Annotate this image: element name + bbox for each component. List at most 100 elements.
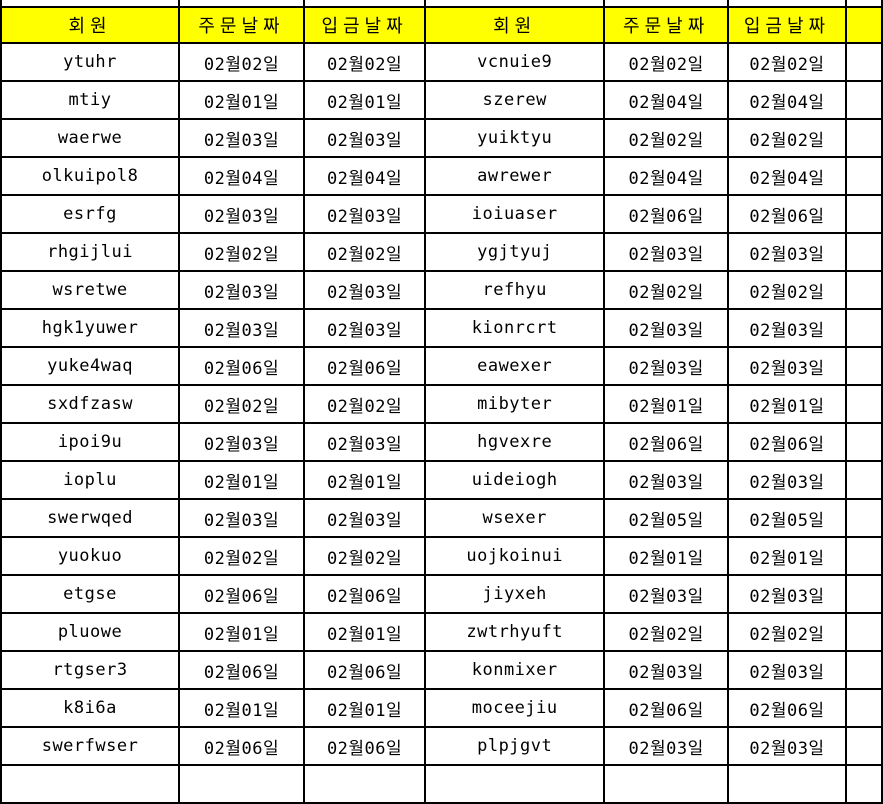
deposit-date-cell[interactable]: 02월06일 [302,726,427,766]
member-cell[interactable]: rtgser3 [0,650,181,690]
member-cell[interactable]: uojkoinui [424,536,606,576]
member-cell[interactable]: swerfwser [0,726,181,766]
member-cell[interactable]: eawexer [424,346,606,386]
deposit-date-cell[interactable]: 02월03일 [727,346,847,386]
order-date-cell[interactable]: 02월02일 [603,42,730,82]
member-cell[interactable]: uideiogh [424,460,606,500]
deposit-date-cell[interactable]: 02월04일 [302,156,427,196]
member-cell[interactable]: waerwe [0,118,181,158]
member-cell[interactable]: zwtrhyuft [424,612,606,652]
deposit-date-cell[interactable]: 02월04일 [727,80,847,120]
header-order-date-left[interactable]: 주문날짜 [178,6,305,44]
deposit-date-cell[interactable]: 02월06일 [302,650,427,690]
deposit-date-cell[interactable]: 02월03일 [302,422,427,462]
member-cell[interactable]: yuke4waq [0,346,181,386]
deposit-date-cell[interactable]: 02월01일 [302,688,427,728]
deposit-date-cell[interactable]: 02월03일 [302,270,427,310]
deposit-date-cell[interactable]: 02월02일 [302,42,427,82]
member-cell[interactable]: sxdfzasw [0,384,181,424]
deposit-date-cell[interactable]: 02월02일 [727,270,847,310]
member-cell[interactable]: olkuipol8 [0,156,181,196]
deposit-date-cell[interactable]: 02월01일 [727,384,847,424]
order-date-cell[interactable]: 02월03일 [178,308,305,348]
deposit-date-cell[interactable]: 02월03일 [727,308,847,348]
member-cell[interactable]: ioplu [0,460,181,500]
deposit-date-cell[interactable]: 02월01일 [727,536,847,576]
member-cell[interactable]: konmixer [424,650,606,690]
order-date-cell[interactable]: 02월04일 [603,80,730,120]
deposit-date-cell[interactable]: 02월02일 [727,118,847,158]
header-member-left[interactable]: 회원 [0,6,181,44]
deposit-date-cell[interactable]: 02월03일 [727,460,847,500]
order-date-cell[interactable]: 02월03일 [178,118,305,158]
order-date-cell[interactable]: 02월06일 [178,650,305,690]
order-date-cell[interactable]: 02월01일 [178,460,305,500]
header-deposit-date-left[interactable]: 입금날짜 [302,6,427,44]
order-date-cell[interactable]: 02월05일 [603,498,730,538]
deposit-date-cell[interactable]: 02월02일 [302,384,427,424]
order-date-cell[interactable]: 02월01일 [178,80,305,120]
header-order-date-right[interactable]: 주문날짜 [603,6,730,44]
order-date-cell[interactable]: 02월02일 [603,612,730,652]
order-date-cell[interactable]: 02월03일 [603,726,730,766]
member-cell[interactable]: wsretwe [0,270,181,310]
order-date-cell[interactable]: 02월06일 [603,194,730,234]
deposit-date-cell[interactable]: 02월06일 [727,688,847,728]
order-date-cell[interactable]: 02월03일 [178,422,305,462]
deposit-date-cell[interactable]: 02월02일 [727,612,847,652]
order-date-cell[interactable]: 02월01일 [603,536,730,576]
member-cell[interactable]: ygjtyuj [424,232,606,272]
deposit-date-cell[interactable]: 02월03일 [727,232,847,272]
member-cell[interactable]: yuiktyu [424,118,606,158]
deposit-date-cell[interactable]: 02월03일 [302,308,427,348]
order-date-cell[interactable]: 02월03일 [603,232,730,272]
deposit-date-cell[interactable]: 02월02일 [302,232,427,272]
member-cell[interactable]: yuokuo [0,536,181,576]
order-date-cell[interactable]: 02월06일 [603,422,730,462]
member-cell[interactable]: rhgijlui [0,232,181,272]
member-cell[interactable]: moceejiu [424,688,606,728]
order-date-cell[interactable]: 02월02일 [178,232,305,272]
member-cell[interactable]: szerew [424,80,606,120]
order-date-cell[interactable]: 02월06일 [178,726,305,766]
deposit-date-cell[interactable]: 02월03일 [302,194,427,234]
order-date-cell[interactable]: 02월02일 [178,42,305,82]
deposit-date-cell[interactable]: 02월01일 [302,612,427,652]
order-date-cell[interactable]: 02월04일 [178,156,305,196]
deposit-date-cell[interactable]: 02월06일 [727,422,847,462]
member-cell[interactable]: pluowe [0,612,181,652]
member-cell[interactable]: k8i6a [0,688,181,728]
deposit-date-cell[interactable]: 02월05일 [727,498,847,538]
deposit-date-cell[interactable]: 02월03일 [302,498,427,538]
order-date-cell[interactable]: 02월03일 [178,194,305,234]
deposit-date-cell[interactable]: 02월06일 [302,346,427,386]
header-member-right[interactable]: 회원 [424,6,606,44]
order-date-cell[interactable]: 02월04일 [603,156,730,196]
member-cell[interactable]: wsexer [424,498,606,538]
order-date-cell[interactable]: 02월03일 [603,308,730,348]
order-date-cell[interactable]: 02월02일 [603,118,730,158]
order-date-cell[interactable]: 02월03일 [178,270,305,310]
header-deposit-date-right[interactable]: 입금날짜 [727,6,847,44]
member-cell[interactable]: swerwqed [0,498,181,538]
member-cell[interactable]: ytuhr [0,42,181,82]
deposit-date-cell[interactable]: 02월06일 [302,574,427,614]
member-cell[interactable]: refhyu [424,270,606,310]
order-date-cell[interactable]: 02월06일 [178,574,305,614]
order-date-cell[interactable]: 02월03일 [603,574,730,614]
deposit-date-cell[interactable]: 02월03일 [727,574,847,614]
deposit-date-cell[interactable]: 02월04일 [727,156,847,196]
member-cell[interactable]: etgse [0,574,181,614]
order-date-cell[interactable]: 02월06일 [178,346,305,386]
deposit-date-cell[interactable]: 02월03일 [727,650,847,690]
deposit-date-cell[interactable]: 02월06일 [727,194,847,234]
member-cell[interactable]: mibyter [424,384,606,424]
order-date-cell[interactable]: 02월03일 [178,498,305,538]
deposit-date-cell[interactable]: 02월02일 [302,536,427,576]
order-date-cell[interactable]: 02월02일 [178,384,305,424]
member-cell[interactable]: esrfg [0,194,181,234]
deposit-date-cell[interactable]: 02월03일 [302,118,427,158]
order-date-cell[interactable]: 02월03일 [603,346,730,386]
member-cell[interactable]: vcnuie9 [424,42,606,82]
member-cell[interactable]: awrewer [424,156,606,196]
